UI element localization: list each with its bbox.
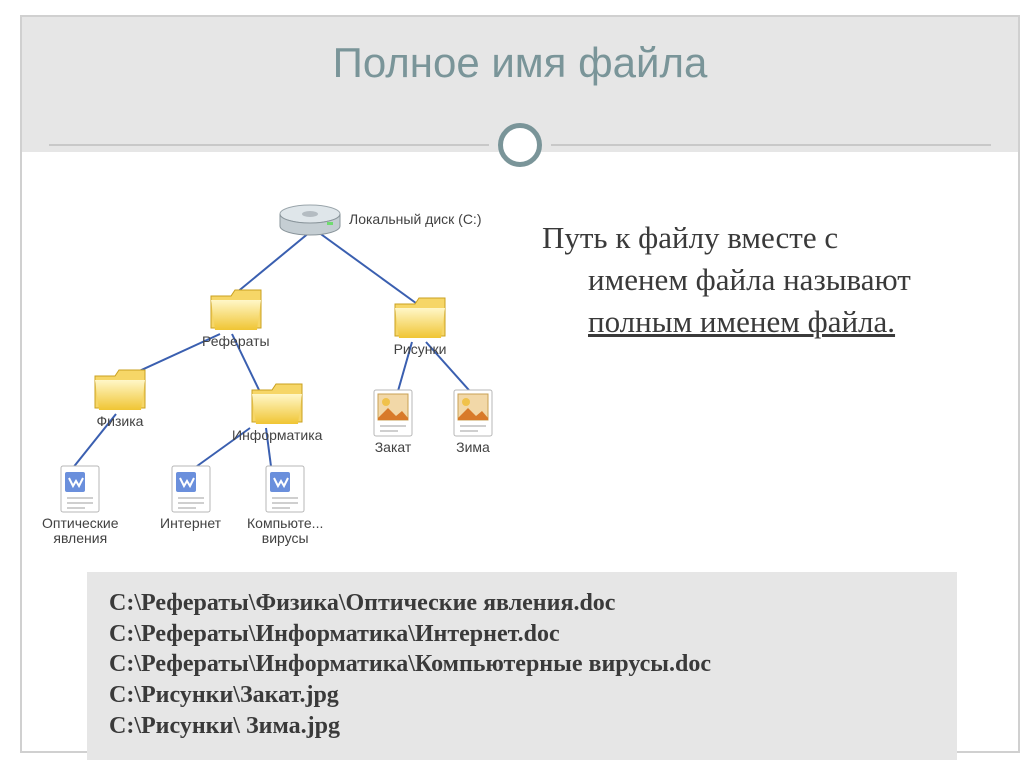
file-path: C:\Рефераты\Информатика\Компьютерные вир… xyxy=(109,649,935,680)
tree-node-f3: Компьюте... вирусы xyxy=(247,464,323,547)
file-path: C:\Рефераты\Физика\Оптические явления.do… xyxy=(109,588,935,619)
doc-icon xyxy=(264,464,306,514)
node-label: Физика xyxy=(97,414,144,429)
slide-frame: Полное имя файла Путь к файлу вместе с и… xyxy=(20,15,1020,753)
file-paths-box: C:\Рефераты\Физика\Оптические явления.do… xyxy=(87,572,957,760)
node-label: Зима xyxy=(456,440,490,455)
folder-icon xyxy=(249,380,305,426)
tree-node-n1: Рефераты xyxy=(202,286,270,349)
drive-icon xyxy=(277,202,343,238)
node-label: Информатика xyxy=(232,428,322,443)
text-line-2: именем файла называют xyxy=(542,259,1024,301)
node-label: Компьюте... вирусы xyxy=(247,516,323,547)
file-path: C:\Рисунки\Закат.jpg xyxy=(109,680,935,711)
tree-node-n3: Физика xyxy=(92,366,148,429)
tree-node-i2: Зима xyxy=(452,388,494,455)
folder-icon xyxy=(92,366,148,412)
node-label: Оптические явления xyxy=(42,516,119,547)
text-line-1: Путь к файлу вместе с xyxy=(542,220,838,255)
text-line-3: полным именем файла. xyxy=(542,301,1024,343)
node-label: Рисунки xyxy=(394,342,447,357)
doc-icon xyxy=(59,464,101,514)
slide-title: Полное имя файла xyxy=(333,39,708,87)
tree-node-n2: Рисунки xyxy=(392,294,448,357)
file-path: C:\Рефераты\Информатика\Интернет.doc xyxy=(109,619,935,650)
folder-icon xyxy=(208,286,264,332)
doc-icon xyxy=(170,464,212,514)
file-tree-diagram: Локальный диск (C:) Рефераты Рисунки Физика… xyxy=(52,202,542,542)
node-label: Локальный диск (C:) xyxy=(349,212,482,227)
img-icon xyxy=(372,388,414,438)
node-label: Рефераты xyxy=(202,334,270,349)
node-label: Закат xyxy=(375,440,412,455)
img-icon xyxy=(452,388,494,438)
tree-node-f1: Оптические явления xyxy=(42,464,119,547)
tree-node-root: Локальный диск (C:) xyxy=(277,202,482,238)
tree-node-f2: Интернет xyxy=(160,464,221,531)
title-decoration xyxy=(498,123,542,167)
file-path: C:\Рисунки\ Зима.jpg xyxy=(109,711,935,742)
folder-icon xyxy=(392,294,448,340)
node-label: Интернет xyxy=(160,516,221,531)
tree-node-n4: Информатика xyxy=(232,380,322,443)
definition-text: Путь к файлу вместе с именем файла назыв… xyxy=(542,217,1024,343)
tree-node-i1: Закат xyxy=(372,388,414,455)
